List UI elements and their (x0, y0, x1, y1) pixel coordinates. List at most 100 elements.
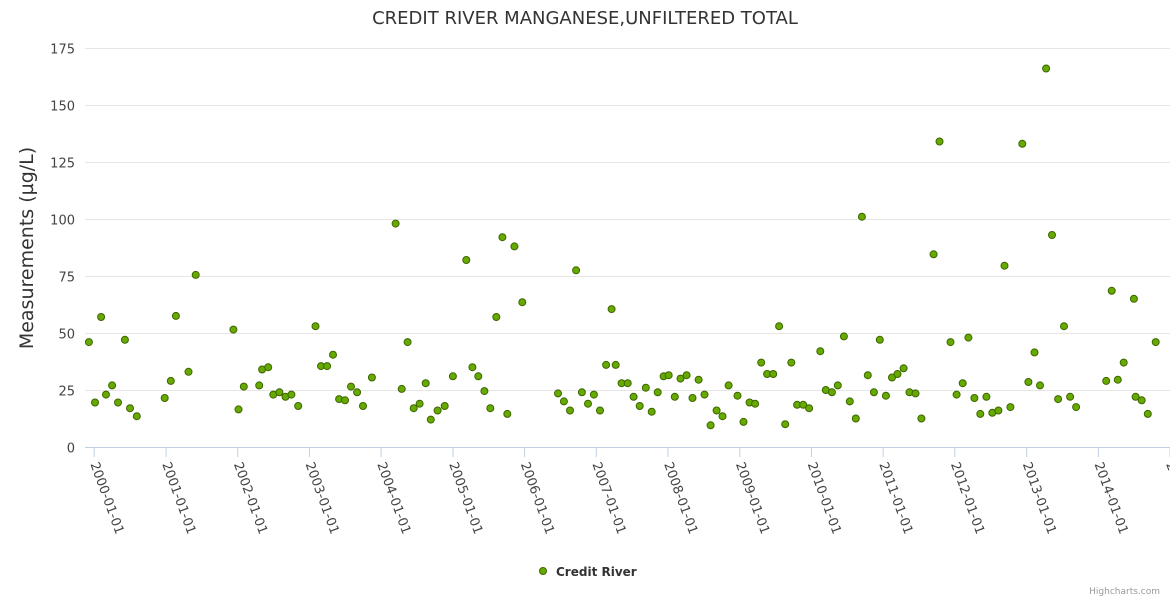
data-point[interactable] (682, 371, 691, 380)
data-point[interactable] (440, 402, 449, 410)
data-point[interactable] (126, 404, 134, 413)
data-point[interactable] (733, 391, 742, 400)
data-point[interactable] (433, 406, 442, 415)
series-credit-river[interactable] (84, 64, 1160, 430)
data-point[interactable] (875, 335, 884, 344)
data-point[interactable] (676, 374, 685, 383)
data-point[interactable] (706, 421, 715, 430)
data-point[interactable] (1024, 378, 1033, 386)
data-point[interactable] (97, 313, 106, 321)
data-point[interactable] (1113, 375, 1122, 384)
data-point[interactable] (1000, 261, 1009, 270)
data-point[interactable] (724, 381, 733, 390)
data-point[interactable] (712, 406, 721, 415)
data-point[interactable] (1107, 286, 1116, 295)
data-point[interactable] (888, 373, 896, 382)
data-point[interactable] (851, 414, 860, 423)
data-point[interactable] (964, 333, 973, 342)
data-point[interactable] (893, 370, 902, 378)
data-point[interactable] (775, 322, 784, 331)
data-point[interactable] (397, 384, 406, 393)
data-point[interactable] (1137, 396, 1146, 405)
data-point[interactable] (1036, 381, 1044, 390)
data-point[interactable] (629, 392, 638, 401)
data-point[interactable] (1102, 376, 1111, 385)
data-point[interactable] (480, 387, 489, 396)
data-point[interactable] (426, 415, 435, 424)
data-point[interactable] (623, 379, 632, 388)
data-point[interactable] (255, 381, 264, 390)
data-point[interactable] (805, 404, 814, 413)
data-point[interactable] (264, 363, 273, 372)
data-point[interactable] (976, 409, 985, 418)
data-point[interactable] (982, 392, 991, 401)
data-point[interactable] (275, 388, 284, 397)
data-point[interactable] (769, 370, 778, 378)
data-point[interactable] (311, 322, 320, 331)
data-point[interactable] (114, 398, 122, 407)
data-point[interactable] (589, 390, 598, 399)
data-point[interactable] (1066, 392, 1075, 401)
data-point[interactable] (917, 414, 926, 423)
data-point[interactable] (577, 388, 586, 397)
data-point[interactable] (474, 372, 483, 381)
data-point[interactable] (816, 347, 825, 356)
data-point[interactable] (881, 391, 890, 400)
data-point[interactable] (287, 390, 296, 399)
data-point[interactable] (1006, 403, 1015, 412)
data-point[interactable] (367, 373, 376, 382)
data-point[interactable] (952, 390, 961, 399)
data-point[interactable] (641, 383, 650, 392)
data-point[interactable] (510, 242, 519, 251)
data-point[interactable] (869, 388, 878, 397)
data-point[interactable] (751, 399, 760, 408)
data-point[interactable] (329, 350, 337, 359)
data-point[interactable] (102, 390, 110, 399)
data-point[interactable] (229, 325, 238, 334)
data-point[interactable] (391, 219, 400, 228)
data-point[interactable] (353, 388, 362, 397)
data-point[interactable] (845, 397, 854, 406)
data-point[interactable] (787, 358, 796, 367)
data-point[interactable] (415, 399, 424, 408)
data-point[interactable] (462, 256, 471, 264)
data-point[interactable] (184, 367, 193, 376)
data-point[interactable] (341, 396, 349, 405)
data-point[interactable] (448, 372, 457, 381)
data-point[interactable] (572, 266, 581, 275)
data-point[interactable] (554, 389, 562, 398)
data-point[interactable] (584, 399, 592, 408)
data-point[interactable] (799, 400, 808, 409)
data-point[interactable] (91, 398, 99, 407)
data-point[interactable] (899, 364, 908, 373)
data-point[interactable] (503, 409, 512, 418)
data-point[interactable] (757, 358, 766, 367)
data-point[interactable] (970, 394, 979, 402)
data-point[interactable] (108, 381, 117, 390)
data-point[interactable] (498, 233, 507, 242)
data-point[interactable] (559, 397, 568, 406)
data-point[interactable] (596, 406, 604, 415)
data-point[interactable] (635, 402, 644, 410)
credits-link[interactable]: Highcharts.com (1089, 587, 1160, 597)
data-point[interactable] (191, 270, 200, 279)
data-point[interactable] (1151, 338, 1160, 347)
data-point[interactable] (171, 311, 180, 320)
legend-item-credit-river[interactable]: Credit River (556, 565, 637, 579)
data-point[interactable] (421, 379, 430, 388)
data-point[interactable] (653, 388, 662, 397)
data-point[interactable] (1054, 395, 1063, 404)
data-point[interactable] (946, 338, 955, 347)
data-point[interactable] (929, 250, 938, 259)
data-point[interactable] (323, 362, 332, 371)
data-point[interactable] (857, 212, 866, 221)
data-point[interactable] (647, 407, 656, 416)
data-point[interactable] (234, 405, 243, 414)
data-point[interactable] (781, 420, 790, 429)
data-point[interactable] (694, 375, 703, 384)
data-point[interactable] (132, 412, 141, 421)
data-point[interactable] (120, 335, 129, 344)
data-point[interactable] (1030, 348, 1039, 357)
data-point[interactable] (518, 298, 527, 307)
data-point[interactable] (607, 305, 616, 314)
